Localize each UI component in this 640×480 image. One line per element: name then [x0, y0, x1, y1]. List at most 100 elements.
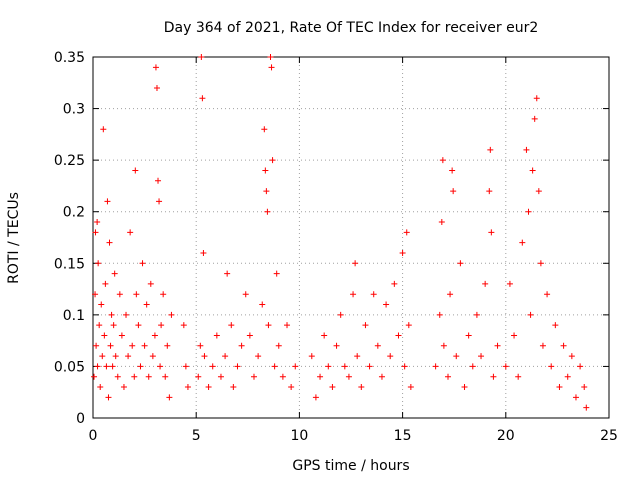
y-tick-label: 0.15	[54, 256, 85, 272]
x-tick-label: 20	[497, 428, 515, 444]
data-point	[478, 353, 485, 360]
data-point	[133, 291, 140, 298]
data-point	[486, 188, 493, 195]
data-point	[269, 157, 276, 164]
y-tick-label: 0.2	[63, 205, 85, 221]
data-point	[157, 363, 164, 370]
data-point	[440, 342, 447, 349]
x-tick-labels: 0 5 10 15 20 25	[89, 428, 618, 444]
data-point	[399, 249, 406, 256]
data-point	[401, 363, 408, 370]
data-point	[487, 146, 494, 153]
axis-ticks	[92, 56, 610, 419]
data-point	[205, 384, 212, 391]
y-tick-label: 0.1	[63, 308, 85, 324]
plot-frame	[92, 56, 610, 419]
data-point	[378, 373, 385, 380]
data-point	[164, 342, 171, 349]
data-point	[152, 64, 159, 71]
data-point	[129, 342, 136, 349]
data-point	[564, 373, 571, 380]
data-point	[156, 198, 163, 205]
data-point	[321, 332, 328, 339]
data-point	[92, 229, 99, 236]
data-point	[166, 394, 173, 401]
data-point	[137, 363, 144, 370]
x-axis-label: GPS time / hours	[292, 458, 409, 474]
data-point	[469, 363, 476, 370]
data-point	[91, 373, 98, 380]
data-point	[106, 239, 113, 246]
data-point	[143, 301, 150, 308]
data-point	[182, 363, 189, 370]
data-point	[525, 208, 532, 215]
data-point	[453, 353, 460, 360]
data-point	[445, 373, 452, 380]
data-point	[105, 394, 112, 401]
data-point	[352, 260, 359, 267]
data-point	[288, 384, 295, 391]
data-point	[102, 280, 109, 287]
data-point	[511, 332, 518, 339]
data-point	[267, 54, 274, 60]
data-point	[96, 322, 103, 329]
data-point	[461, 384, 468, 391]
data-point	[162, 373, 169, 380]
data-point	[217, 373, 224, 380]
data-point	[135, 322, 142, 329]
data-point	[261, 126, 268, 133]
x-tick-label: 15	[394, 428, 412, 444]
data-point	[93, 342, 100, 349]
data-point	[95, 260, 102, 267]
data-point	[264, 208, 271, 215]
data-point	[490, 373, 497, 380]
data-point	[350, 291, 357, 298]
data-point	[523, 146, 530, 153]
data-point	[577, 363, 584, 370]
data-point	[268, 64, 275, 71]
data-point	[255, 353, 262, 360]
data-point	[405, 322, 412, 329]
data-points	[91, 54, 590, 411]
data-point	[151, 332, 158, 339]
data-point	[103, 363, 110, 370]
data-point	[325, 363, 332, 370]
data-point	[230, 384, 237, 391]
x-tick-label: 0	[89, 428, 98, 444]
data-point	[292, 363, 299, 370]
y-tick-label: 0.05	[54, 359, 85, 375]
data-point	[312, 394, 319, 401]
data-point	[108, 311, 115, 318]
data-point	[224, 270, 231, 277]
data-point	[94, 219, 101, 226]
data-point	[529, 167, 536, 174]
data-point	[488, 229, 495, 236]
data-point	[583, 404, 590, 411]
data-point	[556, 384, 563, 391]
data-point	[572, 394, 579, 401]
x-tick-label: 25	[600, 428, 618, 444]
data-point	[209, 363, 216, 370]
data-point	[263, 188, 270, 195]
y-tick-label: 0.25	[54, 153, 85, 169]
data-point	[519, 239, 526, 246]
data-point	[457, 260, 464, 267]
data-point	[341, 363, 348, 370]
grid-lines	[93, 57, 609, 418]
y-axis-label: ROTI / TECUs	[6, 192, 22, 284]
data-point	[199, 95, 206, 102]
data-point	[494, 342, 501, 349]
data-point	[271, 363, 278, 370]
data-point	[145, 373, 152, 380]
data-point	[482, 280, 489, 287]
data-point	[450, 188, 457, 195]
data-point	[537, 260, 544, 267]
data-point	[94, 363, 101, 370]
data-point	[391, 280, 398, 287]
data-point	[118, 332, 125, 339]
data-point	[147, 280, 154, 287]
data-point	[370, 291, 377, 298]
data-point	[92, 291, 99, 298]
data-point	[473, 311, 480, 318]
data-point	[333, 342, 340, 349]
